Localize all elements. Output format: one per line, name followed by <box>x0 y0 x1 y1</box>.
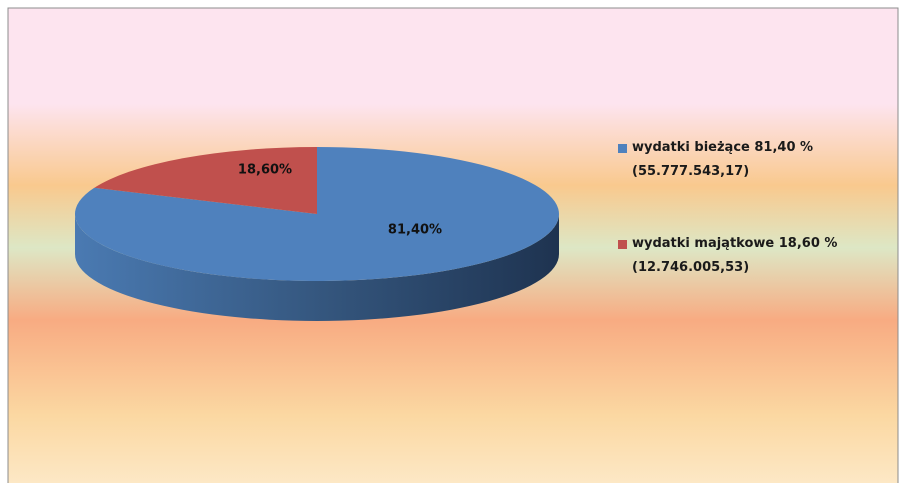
pie-slice <box>94 147 317 214</box>
pie-slice <box>74 147 559 282</box>
legend-label: wydatki majątkowe 18,60 % (12.746.005,53… <box>632 236 838 275</box>
legend-swatch <box>618 144 627 153</box>
data-label: 18,60% <box>238 163 292 178</box>
data-label: 81,40% <box>388 223 442 238</box>
legend-swatch <box>618 240 627 249</box>
pie-side <box>75 214 559 321</box>
legend-label: wydatki bieżące 81,40 % (55.777.543,17) <box>632 140 814 179</box>
